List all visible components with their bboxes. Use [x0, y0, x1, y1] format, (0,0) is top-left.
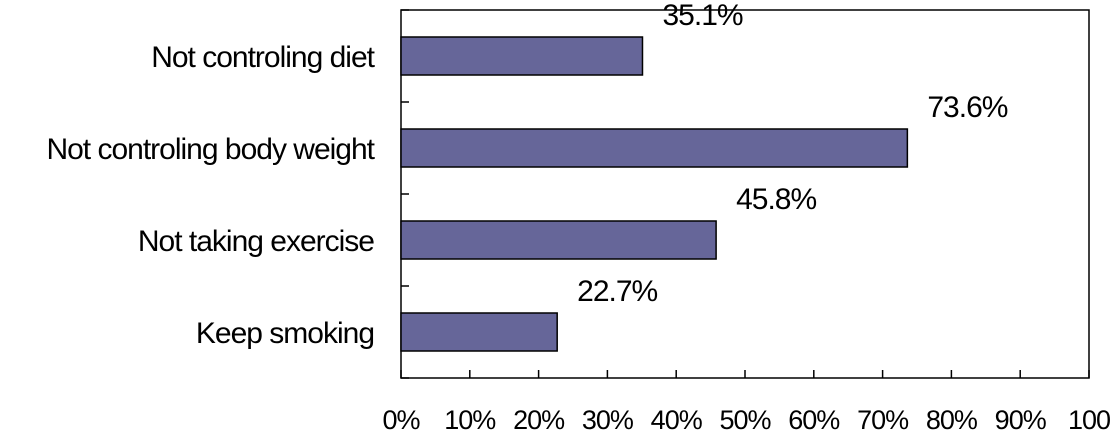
- x-tick-label: 50%: [719, 405, 771, 435]
- bar: [400, 220, 717, 260]
- data-label: 73.6%: [927, 91, 1007, 124]
- category-label: Keep smoking: [196, 317, 374, 350]
- bar: [400, 36, 644, 76]
- x-tick-label: 20%: [513, 405, 565, 435]
- category-label: Not controling diet: [151, 41, 375, 74]
- x-tick-label: 60%: [788, 405, 840, 435]
- data-label: 22.7%: [577, 275, 657, 308]
- bar: [400, 128, 909, 168]
- category-label: Not controling body weight: [46, 133, 375, 166]
- x-tick-label: 30%: [582, 405, 634, 435]
- x-tick-label: 40%: [651, 405, 703, 435]
- x-tick-label: 90%: [995, 405, 1047, 435]
- x-tick-label: 10%: [444, 405, 496, 435]
- data-label: 35.1%: [662, 0, 742, 32]
- x-tick-label: 0%: [382, 405, 420, 435]
- bar: [400, 312, 558, 352]
- x-tick-label: 70%: [857, 405, 909, 435]
- x-tick-label: 100: [1068, 405, 1110, 435]
- x-tick-label: 80%: [926, 405, 978, 435]
- data-label: 45.8%: [736, 183, 816, 216]
- category-label: Not taking exercise: [138, 225, 374, 258]
